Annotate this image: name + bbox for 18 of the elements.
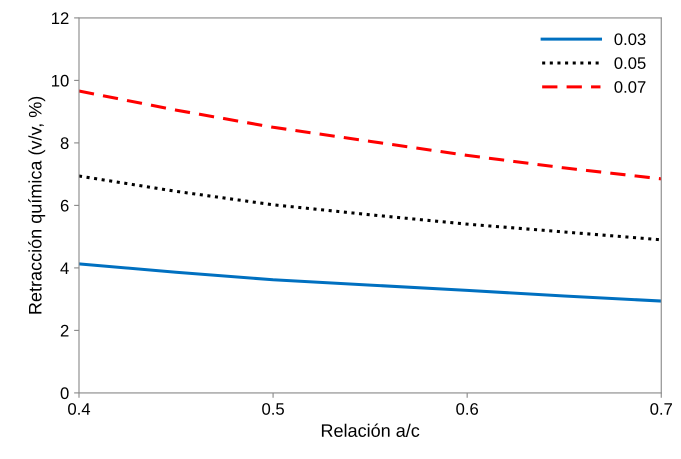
line-series — [78, 262, 662, 303]
y-axis-title: Retracción química (v/v, %) — [28, 96, 46, 314]
x-tick-label: 0.4 — [68, 403, 90, 415]
y-tick-label: 2 — [60, 324, 68, 336]
x-tick-label: 0.7 — [650, 403, 672, 415]
y-tick-label: 8 — [60, 137, 69, 150]
y-tick-label: 10 — [52, 74, 69, 87]
y-tick-label: 12 — [52, 12, 68, 24]
x-tick-label: 0.6 — [456, 403, 478, 415]
line-series — [78, 174, 662, 242]
legend-label: 0.05 — [614, 57, 646, 70]
y-tick-label: 0 — [60, 387, 69, 400]
y-tick-label: 4 — [60, 262, 69, 274]
legend-label: 0.07 — [614, 81, 646, 93]
y-tick-label: 6 — [60, 200, 69, 212]
x-axis-title: Relación a/c — [322, 424, 420, 437]
x-tick-label: 0.5 — [262, 403, 284, 415]
legend-label: 0.03 — [614, 33, 646, 46]
